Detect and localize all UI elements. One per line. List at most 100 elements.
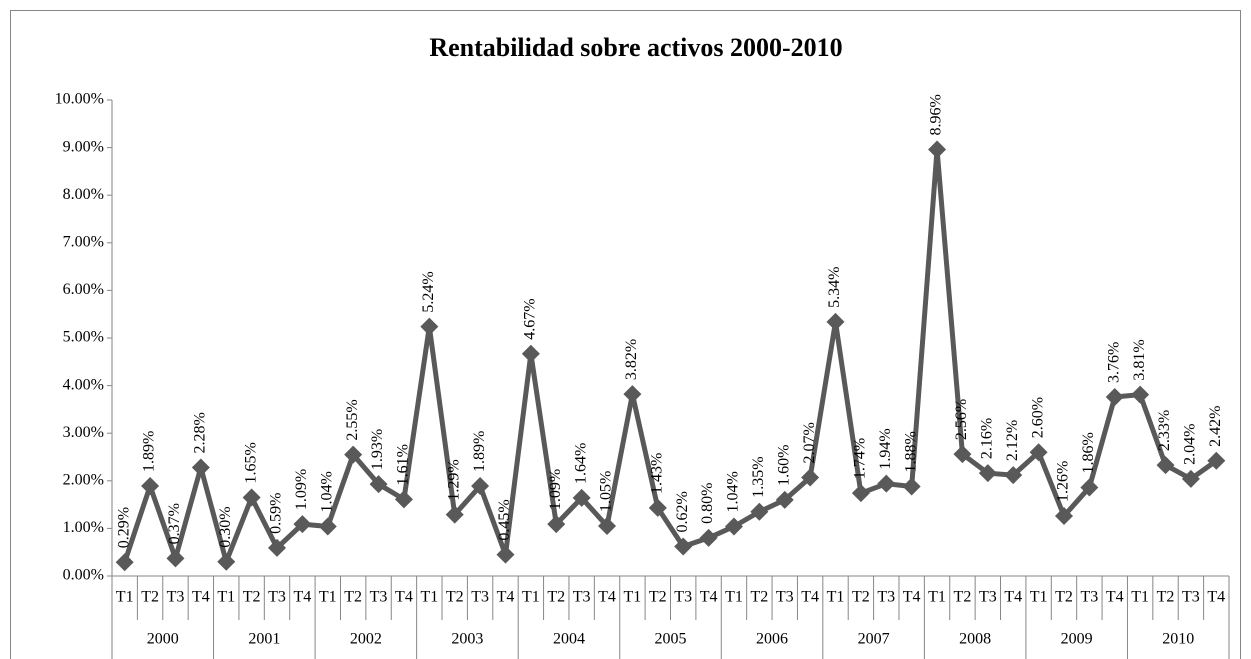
- point-marker: [1004, 466, 1023, 485]
- chart-title: Rentabilidad sobre activos 2000-2010: [429, 33, 842, 62]
- point-marker: [141, 477, 160, 496]
- x-tick-label: T1: [827, 589, 845, 606]
- data-label: 1.89%: [141, 431, 158, 472]
- point-marker: [1054, 507, 1073, 526]
- x-group-label: 2007: [858, 631, 890, 648]
- point-marker: [217, 552, 236, 571]
- point-marker: [877, 474, 896, 493]
- point-marker: [521, 344, 540, 363]
- x-group-label: 2009: [1061, 631, 1093, 648]
- point-marker: [1105, 388, 1124, 407]
- data-label: 5.34%: [826, 266, 843, 307]
- data-label: 1.09%: [293, 469, 310, 510]
- x-group-label: 2000: [147, 631, 179, 648]
- point-marker: [648, 498, 667, 517]
- data-label: 1.65%: [242, 442, 259, 483]
- data-label: 0.45%: [496, 499, 513, 540]
- data-label: 2.42%: [1207, 405, 1224, 446]
- point-marker: [598, 517, 617, 536]
- x-tick-label: T1: [522, 589, 540, 606]
- data-label: 3.76%: [1105, 342, 1122, 383]
- x-tick-label: T3: [1182, 589, 1200, 606]
- data-label: 1.60%: [775, 445, 792, 486]
- point-marker: [547, 515, 566, 534]
- point-marker: [1156, 456, 1175, 475]
- x-tick-label: T4: [1004, 589, 1022, 606]
- point-marker: [750, 502, 769, 521]
- x-tick-label: T4: [1106, 589, 1124, 606]
- data-label: 2.56%: [953, 399, 970, 440]
- x-tick-label: T1: [928, 589, 946, 606]
- point-marker: [953, 445, 972, 464]
- point-marker: [1131, 385, 1150, 404]
- point-marker: [496, 545, 515, 564]
- point-marker: [826, 312, 845, 331]
- x-tick-label: T3: [167, 589, 185, 606]
- y-tick-label: 2.00%: [63, 471, 104, 488]
- data-label: 1.04%: [318, 471, 335, 512]
- point-marker: [801, 468, 820, 487]
- point-marker: [623, 385, 642, 404]
- data-label: 4.67%: [522, 298, 539, 339]
- data-label: 0.30%: [217, 506, 234, 547]
- point-marker: [928, 140, 947, 159]
- point-marker: [572, 488, 591, 507]
- x-tick-label: T3: [370, 589, 388, 606]
- x-group-label: 2001: [248, 631, 280, 648]
- x-tick-label: T3: [877, 589, 895, 606]
- data-label: 0.37%: [166, 503, 183, 544]
- data-label: 1.43%: [648, 453, 665, 494]
- x-group-label: 2004: [553, 631, 585, 648]
- point-marker: [293, 515, 312, 534]
- point-marker: [471, 477, 490, 496]
- y-tick-label: 8.00%: [63, 186, 104, 203]
- x-tick-label: T2: [141, 589, 159, 606]
- y-tick-label: 1.00%: [63, 519, 104, 536]
- x-tick-label: T4: [903, 589, 921, 606]
- x-group-label: 2005: [655, 631, 687, 648]
- x-tick-label: T2: [649, 589, 667, 606]
- x-tick-label: T1: [420, 589, 438, 606]
- x-group-label: 2003: [451, 631, 483, 648]
- y-tick-label: 9.00%: [63, 138, 104, 155]
- data-label: 3.81%: [1131, 339, 1148, 380]
- x-tick-label: T2: [1157, 589, 1175, 606]
- x-tick-label: T4: [700, 589, 718, 606]
- data-label: 1.89%: [471, 431, 488, 472]
- point-marker: [344, 445, 363, 464]
- x-tick-label: T3: [776, 589, 794, 606]
- data-label: 2.55%: [344, 399, 361, 440]
- x-tick-label: T2: [547, 589, 565, 606]
- point-marker: [1207, 451, 1226, 470]
- data-label: 8.96%: [928, 94, 945, 135]
- point-marker: [191, 458, 210, 477]
- point-marker: [242, 488, 261, 507]
- data-label: 1.86%: [1080, 432, 1097, 473]
- data-label: 2.60%: [1029, 397, 1046, 438]
- x-tick-label: T4: [395, 589, 413, 606]
- data-label: 1.64%: [572, 443, 589, 484]
- x-tick-label: T2: [446, 589, 464, 606]
- data-label: 1.93%: [369, 429, 386, 470]
- x-tick-label: T3: [674, 589, 692, 606]
- point-marker: [445, 505, 464, 524]
- x-tick-label: T3: [573, 589, 591, 606]
- y-tick-label: 4.00%: [63, 376, 104, 393]
- data-label: 1.09%: [547, 469, 564, 510]
- point-marker: [318, 517, 337, 536]
- x-tick-label: T2: [1055, 589, 1073, 606]
- x-tick-label: T2: [344, 589, 362, 606]
- chart-frame: [10, 10, 1241, 659]
- x-tick-label: T1: [319, 589, 337, 606]
- x-tick-label: T3: [979, 589, 997, 606]
- data-label: 1.61%: [395, 444, 412, 485]
- x-tick-label: T2: [852, 589, 870, 606]
- point-marker: [394, 490, 413, 509]
- x-tick-label: T4: [192, 589, 210, 606]
- x-tick-label: T1: [116, 589, 134, 606]
- data-label: 0.29%: [115, 507, 132, 548]
- x-group-label: 2006: [756, 631, 788, 648]
- x-tick-label: T4: [497, 589, 515, 606]
- data-label: 1.26%: [1055, 461, 1072, 502]
